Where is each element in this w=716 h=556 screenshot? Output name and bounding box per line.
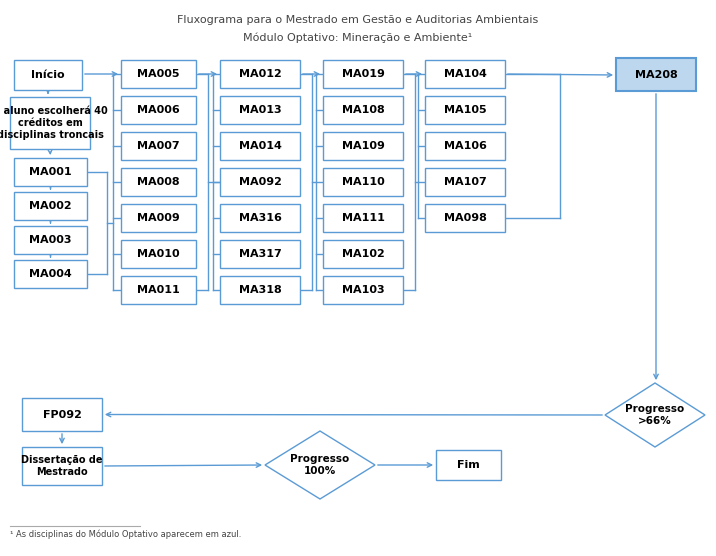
Text: MA008: MA008: [137, 177, 180, 187]
Text: MA103: MA103: [342, 285, 384, 295]
FancyBboxPatch shape: [436, 450, 501, 480]
Text: MA019: MA019: [342, 69, 384, 79]
Text: O aluno escolherá 40
créditos em
disciplinas troncais: O aluno escolherá 40 créditos em discipl…: [0, 106, 108, 140]
FancyBboxPatch shape: [14, 226, 87, 254]
FancyBboxPatch shape: [323, 240, 403, 268]
Text: MA106: MA106: [444, 141, 486, 151]
FancyBboxPatch shape: [616, 58, 696, 91]
FancyBboxPatch shape: [323, 132, 403, 160]
FancyBboxPatch shape: [425, 204, 505, 232]
Text: MA109: MA109: [342, 141, 384, 151]
Text: MA104: MA104: [444, 69, 486, 79]
FancyBboxPatch shape: [121, 60, 196, 88]
Text: MA005: MA005: [137, 69, 180, 79]
Text: Dissertação de
Mestrado: Dissertação de Mestrado: [21, 455, 103, 477]
FancyBboxPatch shape: [14, 192, 87, 220]
Polygon shape: [265, 431, 375, 499]
Text: Módulo Optativo: Mineração e Ambiente¹: Módulo Optativo: Mineração e Ambiente¹: [243, 33, 473, 43]
Text: Progresso
>66%: Progresso >66%: [625, 404, 684, 426]
Text: Início: Início: [32, 70, 65, 80]
Text: MA108: MA108: [342, 105, 384, 115]
FancyBboxPatch shape: [14, 158, 87, 186]
FancyBboxPatch shape: [323, 204, 403, 232]
Text: MA098: MA098: [444, 213, 486, 223]
Text: MA014: MA014: [238, 141, 281, 151]
FancyBboxPatch shape: [22, 447, 102, 485]
FancyBboxPatch shape: [425, 96, 505, 124]
FancyBboxPatch shape: [220, 132, 300, 160]
Text: MA007: MA007: [137, 141, 180, 151]
Text: Fim: Fim: [457, 460, 480, 470]
Text: MA010: MA010: [137, 249, 180, 259]
FancyBboxPatch shape: [220, 60, 300, 88]
Text: MA316: MA316: [238, 213, 281, 223]
Text: MA002: MA002: [29, 201, 72, 211]
FancyBboxPatch shape: [220, 96, 300, 124]
Text: MA110: MA110: [342, 177, 384, 187]
Polygon shape: [605, 383, 705, 447]
Text: MA092: MA092: [238, 177, 281, 187]
FancyBboxPatch shape: [121, 168, 196, 196]
Text: MA009: MA009: [137, 213, 180, 223]
FancyBboxPatch shape: [323, 168, 403, 196]
Text: MA107: MA107: [444, 177, 486, 187]
FancyBboxPatch shape: [425, 168, 505, 196]
Text: MA105: MA105: [444, 105, 486, 115]
FancyBboxPatch shape: [220, 240, 300, 268]
Text: MA004: MA004: [29, 269, 72, 279]
FancyBboxPatch shape: [121, 204, 196, 232]
Text: MA006: MA006: [137, 105, 180, 115]
FancyBboxPatch shape: [121, 240, 196, 268]
FancyBboxPatch shape: [323, 60, 403, 88]
Text: MA003: MA003: [29, 235, 72, 245]
Text: FP092: FP092: [42, 410, 82, 419]
Text: MA011: MA011: [137, 285, 180, 295]
FancyBboxPatch shape: [22, 398, 102, 431]
FancyBboxPatch shape: [121, 276, 196, 304]
FancyBboxPatch shape: [10, 97, 90, 149]
FancyBboxPatch shape: [323, 96, 403, 124]
FancyBboxPatch shape: [220, 168, 300, 196]
Text: MA013: MA013: [238, 105, 281, 115]
Text: Progresso
100%: Progresso 100%: [291, 454, 349, 476]
Text: MA012: MA012: [238, 69, 281, 79]
FancyBboxPatch shape: [14, 260, 87, 288]
FancyBboxPatch shape: [121, 132, 196, 160]
FancyBboxPatch shape: [220, 204, 300, 232]
FancyBboxPatch shape: [14, 60, 82, 90]
Text: MA317: MA317: [238, 249, 281, 259]
Text: ¹ As disciplinas do Módulo Optativo aparecem em azul.: ¹ As disciplinas do Módulo Optativo apar…: [10, 529, 241, 539]
Text: MA208: MA208: [634, 70, 677, 80]
FancyBboxPatch shape: [121, 96, 196, 124]
FancyBboxPatch shape: [425, 132, 505, 160]
Text: MA318: MA318: [238, 285, 281, 295]
FancyBboxPatch shape: [425, 60, 505, 88]
FancyBboxPatch shape: [220, 276, 300, 304]
FancyBboxPatch shape: [323, 276, 403, 304]
Text: MA102: MA102: [342, 249, 384, 259]
Text: MA111: MA111: [342, 213, 384, 223]
Text: Fluxograma para o Mestrado em Gestão e Auditorias Ambientais: Fluxograma para o Mestrado em Gestão e A…: [178, 15, 538, 25]
Text: MA001: MA001: [29, 167, 72, 177]
